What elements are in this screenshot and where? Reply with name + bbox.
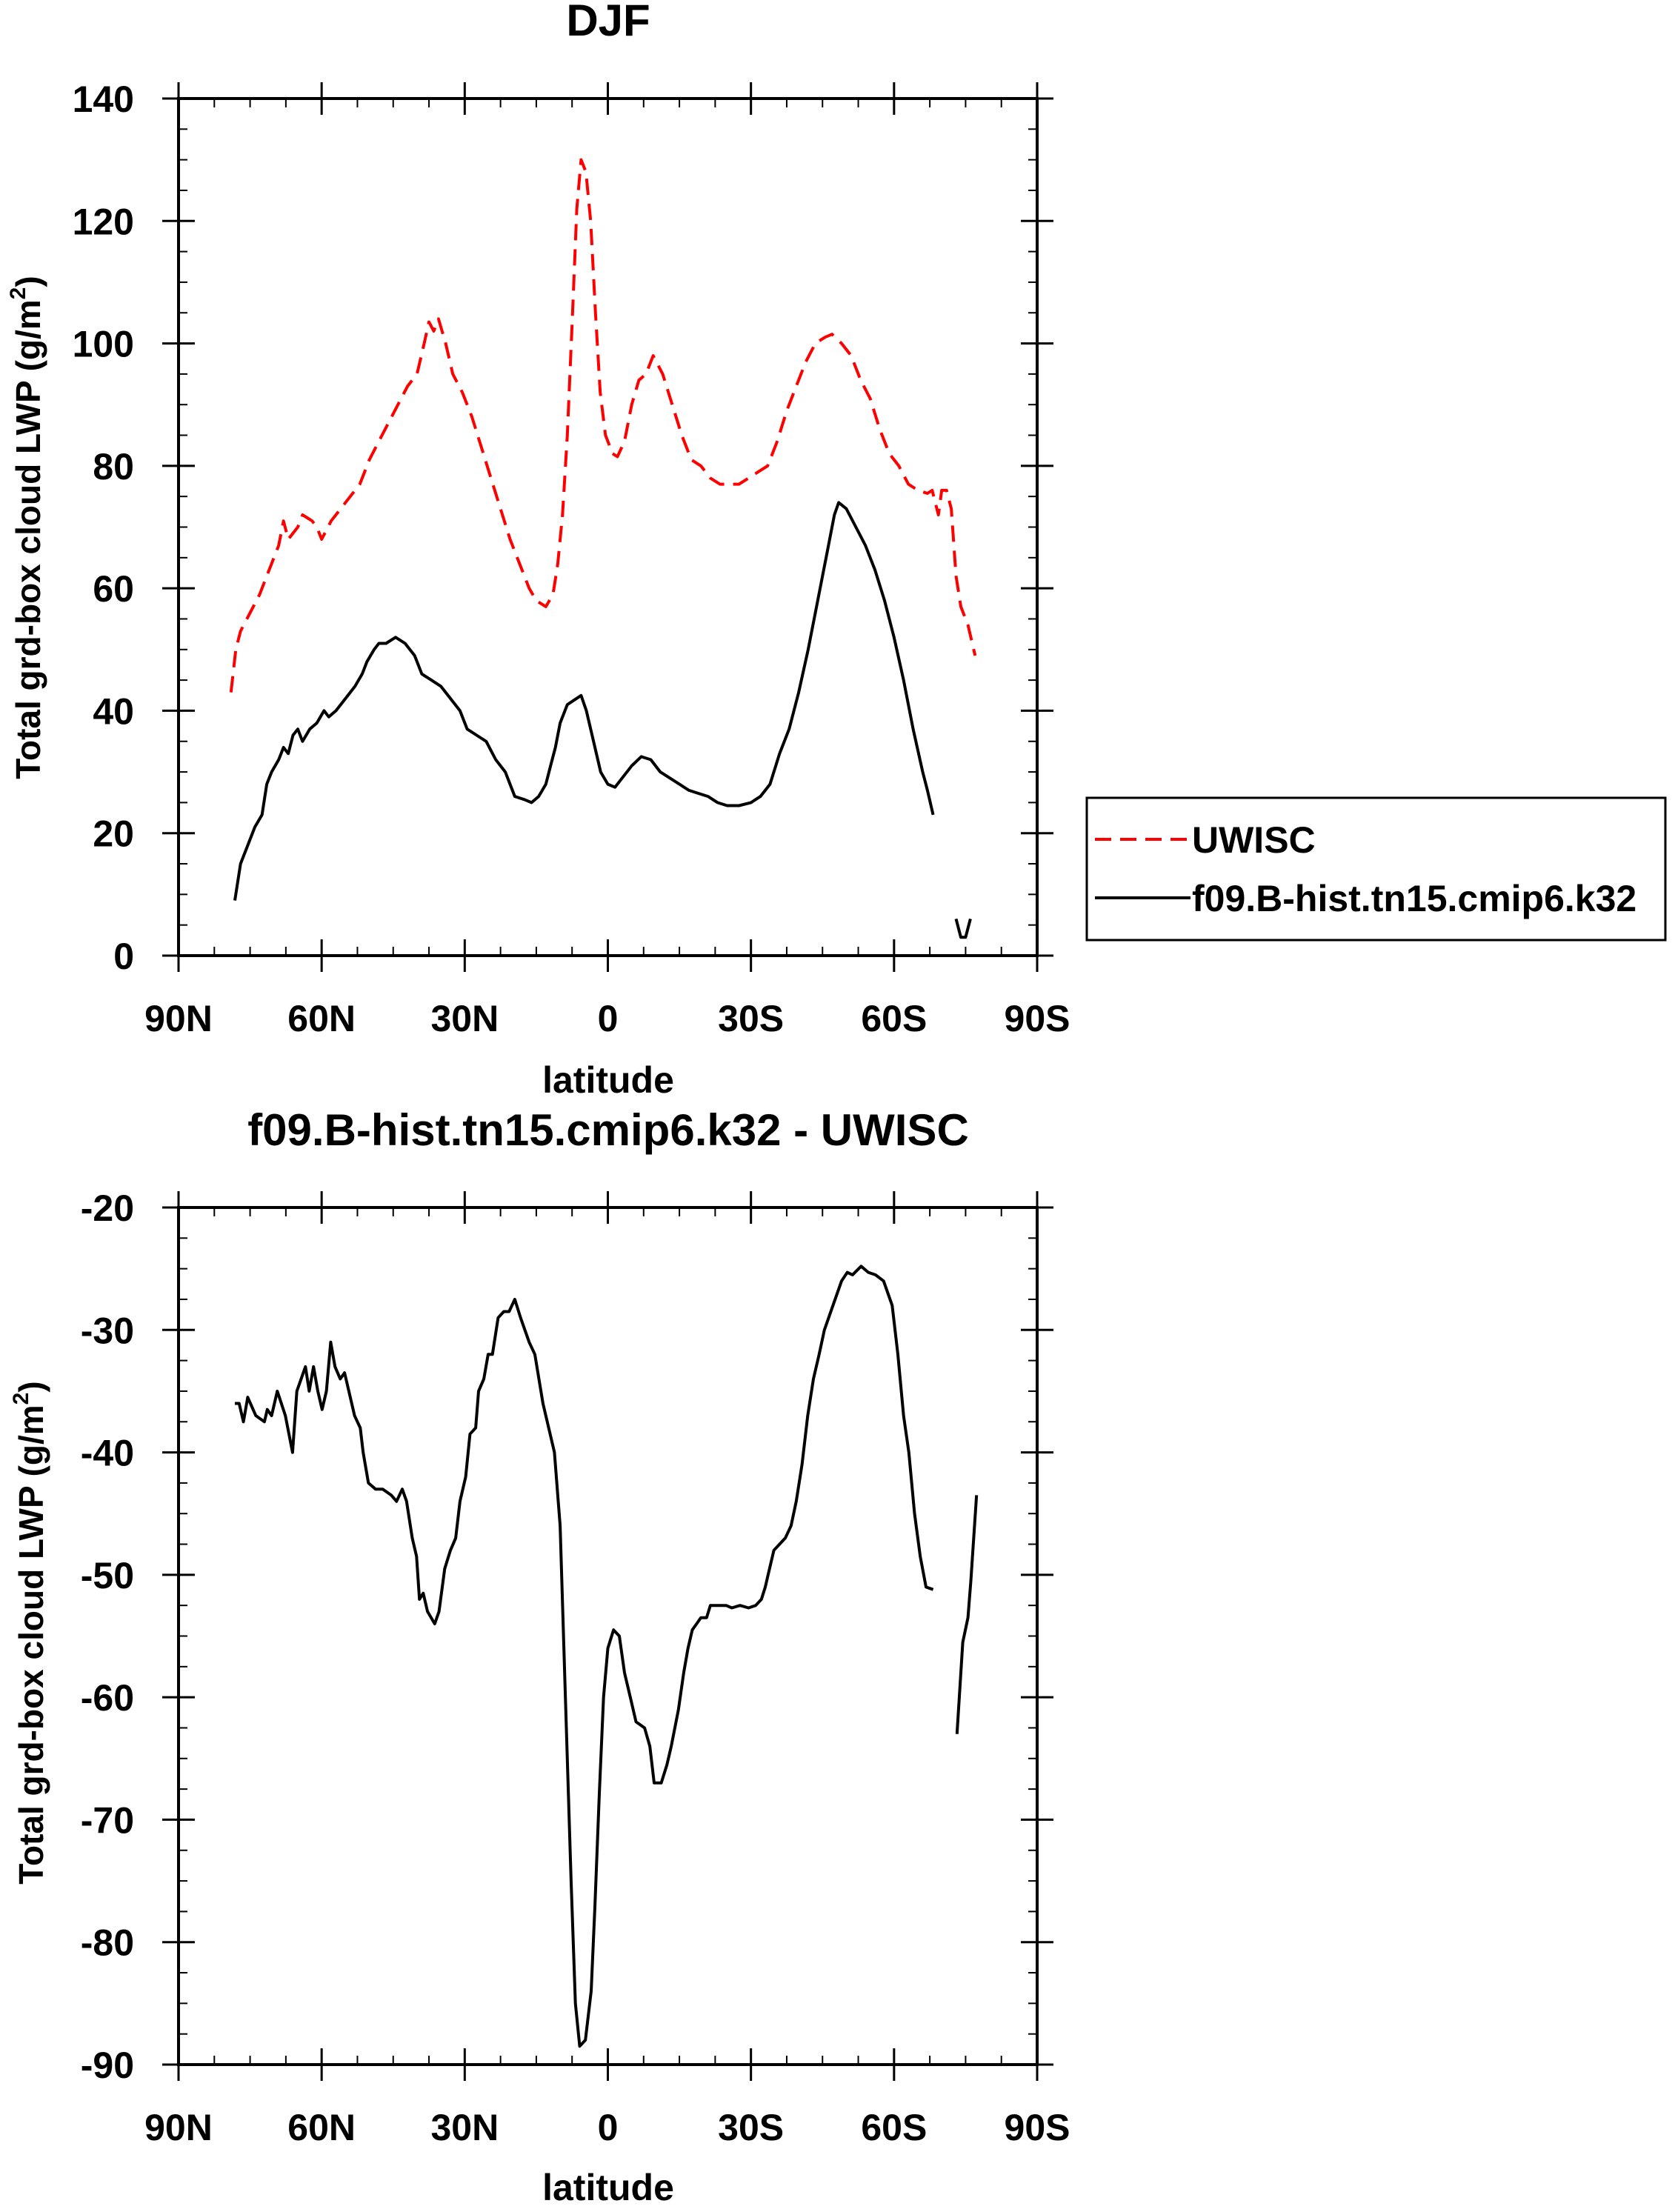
x-tick-label: 90S (1005, 998, 1070, 1039)
x-tick-label: 30N (430, 998, 499, 1039)
y-axis-label-end: ) (9, 276, 47, 287)
plot-frame (177, 97, 1039, 957)
x-tick-label: 90N (144, 2107, 213, 2148)
y-tick-label: 80 (93, 446, 134, 487)
y-tick-label: 0 (113, 936, 134, 977)
y-tick-label: -90 (81, 2045, 134, 2086)
x-tick-label: 60N (287, 2107, 356, 2148)
y-tick-label: -60 (81, 1677, 134, 1719)
x-tick-label: 0 (598, 998, 619, 1039)
series-line-model (233, 501, 935, 901)
x-tick-label: 60S (861, 998, 927, 1039)
legend-label-model: f09.B-hist.tn15.cmip6.k32 (1192, 878, 1636, 919)
series-line-model (954, 918, 972, 939)
x-tick-label: 90S (1005, 2107, 1070, 2148)
y-axis-label-main: Total grd-box cloud LWP (g/m (12, 1405, 50, 1884)
plot-frame (177, 1206, 1039, 2066)
y-tick-label: -70 (81, 1799, 134, 1841)
y-tick-label: -50 (81, 1555, 134, 1596)
y-tick-label: -40 (81, 1433, 134, 1474)
y-axis-label-end: ) (12, 1381, 50, 1392)
x-tick-label: 0 (598, 2107, 619, 2148)
x-tick-label: 30N (430, 2107, 499, 2148)
x-tick-label: 30S (718, 2107, 784, 2148)
y-tick-label: 120 (73, 201, 134, 242)
series-line-uwisc (229, 158, 977, 693)
x-tick-label: 90N (144, 998, 213, 1039)
x-axis-label: latitude (542, 2167, 674, 2208)
legend-box (1085, 796, 1667, 942)
y-tick-label: -80 (81, 1922, 134, 1964)
x-axis-label: latitude (542, 1059, 674, 1101)
y-axis-label-sup: 2 (9, 1393, 33, 1405)
y-tick-label: -20 (81, 1187, 134, 1229)
x-tick-label: 60S (861, 2107, 927, 2148)
plot-area: 90N 60N 30N 0 30S 60S 90S 0 20 40 60 80 100 120 140 (73, 79, 1070, 1039)
y-axis-label-sup: 2 (6, 287, 30, 300)
y-axis-label-main: Total grd-box cloud LWP (g/m (9, 299, 47, 779)
y-axis-label: Total grd-box cloud LWP (g/m2) (6, 276, 47, 779)
legend-label-uwisc: UWISC (1192, 819, 1316, 861)
legend: UWISC f09.B-hist.tn15.cmip6.k32 (1085, 796, 1667, 942)
chart-title: f09.B-hist.tn15.cmip6.k32 - UWISC (247, 1105, 969, 1155)
y-tick-label: 20 (93, 813, 134, 855)
plot-area: 90N 60N 30N 0 30S 60S 90S -90 -80 -70 -60 -50 -40 -30… (81, 1187, 1070, 2148)
chart-title: DJF (566, 0, 650, 45)
x-tick-label: 60N (287, 998, 356, 1039)
difference-panel: f09.B-hist.tn15.cmip6.k32 - UWISC 90N 60N… (9, 1105, 1070, 2208)
series-line-model (955, 1495, 979, 1734)
y-tick-label: 140 (73, 79, 134, 120)
y-tick-label: 40 (93, 690, 134, 732)
y-axis-label: Total grd-box cloud LWP (g/m2) (9, 1381, 50, 1884)
y-tick-label: -30 (81, 1310, 134, 1351)
djf-panel: DJF 90N 60N 30N 0 30S 60S 90S 0 20 40 60 80 100 120 14… (6, 0, 1070, 1101)
y-tick-label: 100 (73, 324, 134, 365)
y-tick-label: 60 (93, 568, 134, 610)
series-line-model (235, 1265, 934, 2048)
x-tick-label: 30S (718, 998, 784, 1039)
